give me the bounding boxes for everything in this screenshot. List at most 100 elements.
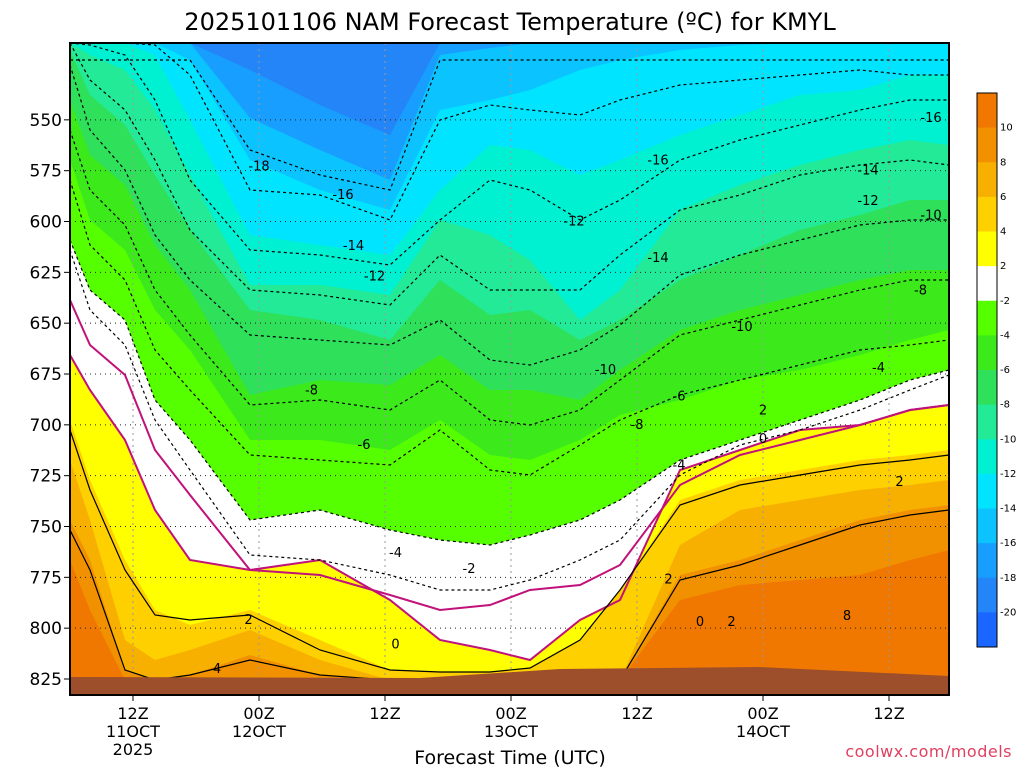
chart-title: 2025101106 NAM Forecast Temperature (ºC)… xyxy=(184,8,836,36)
x-tick-label: 12Z xyxy=(369,704,400,723)
contour-label: 2 xyxy=(895,475,903,490)
colorbar-tick-label: 6 xyxy=(1000,192,1006,203)
x-tick-label: 12Z xyxy=(621,704,652,723)
contour-label: 0 xyxy=(391,637,399,652)
y-tick-label: 550 xyxy=(30,111,62,131)
colorbar-swatch xyxy=(977,508,997,544)
y-tick-label: 700 xyxy=(30,416,62,436)
contour-label: -6 xyxy=(358,438,371,453)
contour-label: -8 xyxy=(631,418,644,433)
plot-area: 0 0 0 2 2 2 2 2 4 8 -2 -4 -4 -4 -6 -6 -8 -8 -8 -10 -10 -10 -12… xyxy=(70,43,949,695)
isotherm-line xyxy=(70,239,949,546)
colorbar-tick-label: -14 xyxy=(1000,504,1016,515)
isotherm-line xyxy=(70,429,949,673)
colorbar-tick-label: -4 xyxy=(1000,330,1010,341)
colorbar-tick-label: -12 xyxy=(1000,469,1016,480)
colorbar-tick-label: -8 xyxy=(1000,400,1010,411)
colorbar-tick-label: -6 xyxy=(1000,365,1010,376)
colorbar-tick-label: -20 xyxy=(1000,607,1016,618)
x-tick-date-label: 14OCT xyxy=(736,722,790,741)
contour-label: -14 xyxy=(343,239,364,254)
y-tick-label: 825 xyxy=(30,670,62,690)
temperature-bands xyxy=(70,43,949,695)
grid-lines xyxy=(70,43,949,695)
x-tick-date-label: 11OCT xyxy=(106,722,160,741)
colorbar-swatch xyxy=(977,162,997,198)
isotherm-line xyxy=(70,43,949,306)
ground-strip xyxy=(70,667,949,695)
contour-label: -8 xyxy=(914,284,927,299)
isotherm-line xyxy=(70,59,949,191)
colorbar-swatch xyxy=(977,231,997,267)
colorbar-frame xyxy=(976,92,998,648)
contour-label: -14 xyxy=(857,164,878,179)
y-tick-label: 575 xyxy=(30,162,62,182)
isotherm-line xyxy=(70,179,949,476)
contour-label: -16 xyxy=(647,154,668,169)
colorbar-swatch xyxy=(977,543,997,579)
contour-label: 0 xyxy=(759,432,767,447)
y-axis: 550 575 600 625 650 675 700 725 750 775 800 825 xyxy=(30,111,70,690)
colorbar-swatch xyxy=(977,335,997,371)
colorbar-swatch xyxy=(977,473,997,509)
colorbar-swatch xyxy=(977,127,997,163)
x-tick-date-label: 12OCT xyxy=(232,722,286,741)
contour-label: -10 xyxy=(920,208,941,223)
colorbar-tick-label: 4 xyxy=(1000,227,1006,238)
contour-label: -14 xyxy=(647,251,668,266)
x-tick-label: 12Z xyxy=(117,704,148,723)
contour-labels: 0 0 0 2 2 2 2 2 4 8 -2 -4 -4 -4 -6 -6 -8 -8 -8 -10 -10 -10 -12… xyxy=(213,111,942,677)
y-tick-label: 750 xyxy=(30,518,62,538)
contour-label: -12 xyxy=(563,215,584,230)
y-tick-label: 675 xyxy=(30,365,62,385)
isotherm-line xyxy=(70,299,949,612)
contour-label: -6 xyxy=(673,389,686,404)
ground-surface xyxy=(70,667,949,695)
contour-label: -8 xyxy=(305,383,318,398)
y-tick-label: 775 xyxy=(30,568,62,588)
colorbar-swatch xyxy=(977,300,997,336)
contour-label: 0 xyxy=(696,615,704,630)
isotherm-line xyxy=(70,43,949,266)
isotherm-line xyxy=(70,129,949,426)
colorbar-tick-label: 8 xyxy=(1000,157,1006,168)
contour-label: -16 xyxy=(332,188,353,203)
x-tick-date-label: 13OCT xyxy=(484,722,538,741)
y-tick-label: 625 xyxy=(30,263,62,283)
colorbar-tick-label: 2 xyxy=(1000,261,1006,272)
contour-label: 4 xyxy=(213,662,221,677)
credit-text: coolwx.com/models xyxy=(845,742,1012,761)
contour-label: 2 xyxy=(244,613,252,628)
isotherm-line xyxy=(70,64,949,366)
contour-label: -10 xyxy=(731,320,752,335)
colorbar-tick-label: -16 xyxy=(1000,538,1016,549)
colorbar: 10 8 6 4 2 -2 -4 -6 -8 -10 -12 -14 -16 -18 -20 xyxy=(976,92,1016,648)
isotherm-line xyxy=(70,43,949,221)
colorbar-swatch xyxy=(977,439,997,475)
contour-label: -4 xyxy=(389,546,402,561)
colorbar-tick-label: -10 xyxy=(1000,434,1016,445)
x-tick-label: 00Z xyxy=(495,704,526,723)
x-axis-label: Forecast Time (UTC) xyxy=(414,747,605,768)
colorbar-tick-label: -18 xyxy=(1000,573,1016,584)
contour-label: 2 xyxy=(664,572,672,587)
temperature-band xyxy=(70,550,949,695)
y-tick-label: 600 xyxy=(30,213,62,233)
y-tick-label: 800 xyxy=(30,619,62,639)
colorbar-swatch xyxy=(977,370,997,406)
contour-label: -18 xyxy=(248,160,269,175)
contour-label: 2 xyxy=(727,615,735,630)
x-tick-label: 12Z xyxy=(873,704,904,723)
colorbar-swatch xyxy=(977,266,997,302)
plot-frame xyxy=(69,42,950,696)
colorbar-tick-label: -2 xyxy=(1000,296,1010,307)
contour-label: -4 xyxy=(872,361,885,376)
contour-label: 2 xyxy=(759,404,767,419)
contour-label: -4 xyxy=(673,459,686,474)
isotherm-line xyxy=(70,249,949,591)
contour-label: -12 xyxy=(364,269,385,284)
contour-label: -2 xyxy=(463,562,476,577)
contour-label: 8 xyxy=(843,609,851,624)
y-tick-label: 725 xyxy=(30,467,62,487)
